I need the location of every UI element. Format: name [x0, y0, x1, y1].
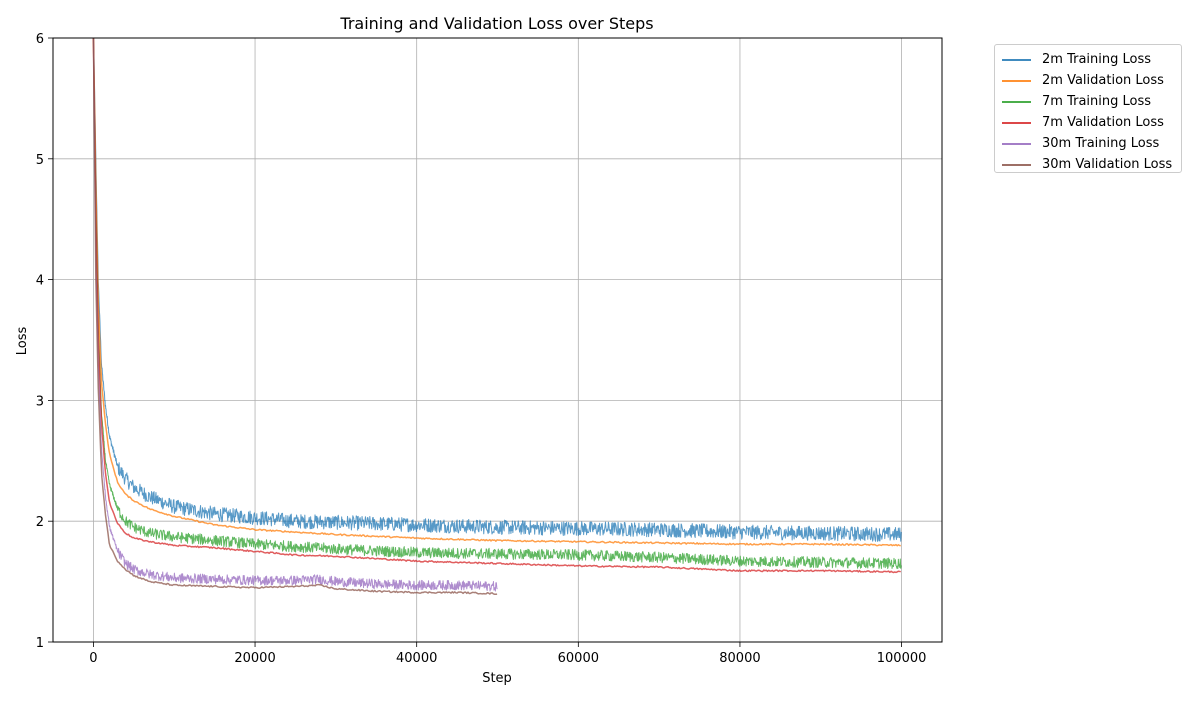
x-axis-label: Step: [482, 671, 512, 686]
legend-item: 7m Training Loss: [1001, 91, 1181, 112]
legend-label: 7m Training Loss: [1042, 94, 1152, 109]
legend-item: 7m Validation Loss: [1001, 112, 1181, 133]
axis-ticks: 0 20000 40000 60000 80000 100000 1 2 3 4 5 6: [36, 32, 927, 666]
series-line-1: [92, 38, 901, 547]
y-axis-label: Loss: [15, 327, 30, 356]
y-tick-label: 5: [36, 153, 44, 168]
series-line-0: [93, 38, 902, 542]
legend-item: 2m Training Loss: [1001, 49, 1181, 70]
y-tick-label: 2: [36, 515, 44, 530]
series-line-5: [92, 38, 498, 595]
legend-label: 7m Validation Loss: [1042, 115, 1164, 130]
legend: 2m Training Loss 2m Validation Loss 7m Tra…: [994, 44, 1182, 173]
legend-swatch: [1002, 142, 1031, 145]
plot-frame: [52, 37, 943, 643]
x-tick-label: 60000: [558, 651, 599, 666]
legend-swatch: [1002, 100, 1031, 103]
legend-label: 30m Validation Loss: [1042, 157, 1173, 172]
legend-item: 30m Validation Loss: [1001, 154, 1181, 175]
legend-swatch: [1002, 58, 1031, 61]
x-tick-label: 20000: [234, 651, 275, 666]
x-tick-label: 0: [89, 651, 97, 666]
chart-title: Training and Validation Loss over Steps: [339, 14, 653, 33]
series-line-4: [92, 38, 498, 592]
legend-swatch: [1002, 163, 1031, 166]
y-tick-label: 6: [36, 32, 44, 47]
series-line-2: [92, 39, 902, 570]
legend-item: 2m Validation Loss: [1001, 70, 1181, 91]
legend-label: 2m Training Loss: [1042, 52, 1152, 67]
legend-swatch: [1002, 79, 1031, 82]
series-lines: [92, 38, 902, 595]
legend-item: 30m Training Loss: [1001, 133, 1181, 154]
x-tick-label: 40000: [396, 651, 437, 666]
series-line-3: [92, 38, 901, 574]
y-tick-label: 1: [36, 636, 44, 651]
y-tick-label: 4: [36, 274, 44, 289]
legend-swatch: [1002, 121, 1031, 124]
legend-label: 30m Training Loss: [1042, 136, 1160, 151]
y-tick-label: 3: [36, 394, 44, 409]
x-tick-label: 100000: [877, 651, 927, 666]
legend-label: 2m Validation Loss: [1042, 73, 1164, 88]
x-tick-label: 80000: [719, 651, 760, 666]
